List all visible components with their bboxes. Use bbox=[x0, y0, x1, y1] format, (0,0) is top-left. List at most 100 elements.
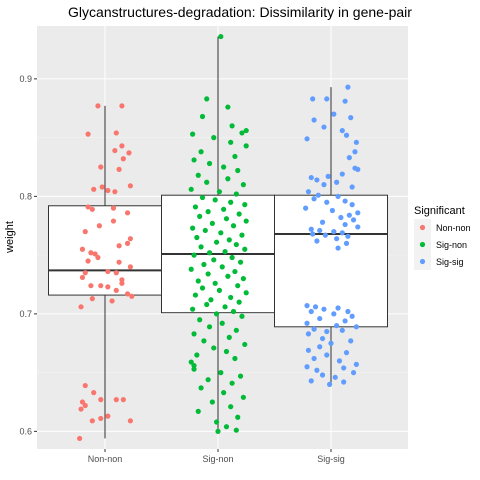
data-point bbox=[342, 98, 348, 104]
data-point bbox=[223, 348, 230, 355]
data-point bbox=[78, 406, 84, 412]
data-point bbox=[105, 187, 111, 194]
data-point bbox=[314, 238, 320, 244]
data-point bbox=[204, 96, 210, 102]
data-point bbox=[232, 355, 238, 362]
data-point bbox=[208, 297, 214, 303]
data-point bbox=[89, 296, 95, 302]
data-point bbox=[230, 308, 237, 315]
data-point bbox=[194, 234, 200, 241]
data-point bbox=[78, 304, 84, 310]
data-point bbox=[343, 350, 350, 356]
data-point bbox=[89, 206, 95, 212]
data-point bbox=[240, 276, 246, 282]
data-point bbox=[334, 179, 340, 185]
data-point bbox=[335, 245, 341, 251]
data-point bbox=[194, 352, 200, 358]
data-point bbox=[339, 327, 345, 333]
data-point bbox=[191, 252, 197, 258]
boxplot-sig-sig bbox=[274, 87, 388, 385]
data-point bbox=[335, 193, 341, 199]
y-tick-label: 0.7 bbox=[19, 309, 32, 319]
data-point bbox=[211, 345, 217, 351]
data-point bbox=[195, 278, 201, 284]
data-point bbox=[88, 283, 94, 289]
data-point bbox=[216, 189, 223, 195]
data-point bbox=[89, 418, 95, 424]
data-point bbox=[228, 404, 234, 410]
data-point bbox=[204, 301, 210, 308]
data-point bbox=[322, 232, 328, 238]
data-point bbox=[233, 191, 239, 197]
data-point bbox=[116, 259, 122, 265]
data-point bbox=[235, 414, 241, 420]
data-point bbox=[205, 209, 211, 215]
data-point bbox=[226, 334, 232, 340]
data-point bbox=[229, 254, 235, 261]
data-point bbox=[82, 402, 88, 409]
data-point bbox=[303, 205, 309, 211]
data-point bbox=[243, 218, 249, 224]
data-point bbox=[239, 130, 245, 136]
data-point bbox=[349, 313, 355, 319]
data-point bbox=[345, 308, 351, 315]
data-point bbox=[110, 218, 117, 224]
data-point bbox=[342, 318, 348, 324]
data-point bbox=[319, 335, 326, 342]
data-point bbox=[321, 182, 327, 188]
data-point bbox=[213, 419, 220, 425]
data-point bbox=[126, 150, 132, 156]
data-point bbox=[219, 264, 225, 270]
data-point bbox=[233, 427, 239, 433]
data-point bbox=[326, 381, 333, 387]
data-point bbox=[319, 372, 326, 378]
data-point bbox=[79, 274, 86, 281]
data-point bbox=[199, 285, 206, 291]
data-point bbox=[110, 205, 117, 211]
data-point bbox=[304, 303, 310, 309]
data-point bbox=[188, 266, 194, 272]
data-point bbox=[198, 149, 204, 155]
data-point bbox=[88, 250, 94, 256]
y-tick-label: 0.6 bbox=[19, 426, 32, 436]
data-point bbox=[201, 261, 207, 268]
data-point bbox=[324, 352, 330, 358]
data-point bbox=[315, 192, 321, 198]
data-point bbox=[195, 408, 201, 414]
data-point bbox=[346, 212, 352, 218]
data-point bbox=[353, 361, 359, 367]
data-point bbox=[188, 359, 194, 365]
data-point bbox=[206, 324, 213, 330]
data-point bbox=[113, 270, 119, 276]
y-axis-label: weight bbox=[4, 221, 16, 254]
data-point bbox=[235, 283, 241, 289]
data-point bbox=[304, 136, 310, 142]
data-point bbox=[230, 223, 237, 229]
data-point bbox=[331, 111, 337, 117]
data-point bbox=[198, 385, 204, 391]
data-point bbox=[232, 153, 238, 160]
data-point bbox=[223, 424, 230, 430]
data-point bbox=[350, 217, 357, 223]
data-point bbox=[228, 199, 234, 205]
legend-title: Significant bbox=[414, 205, 465, 217]
data-point bbox=[209, 399, 215, 405]
x-axis: Non-non Sig-non Sig-sig bbox=[88, 449, 345, 464]
data-point bbox=[120, 156, 126, 162]
data-point bbox=[211, 257, 217, 263]
data-point bbox=[332, 374, 338, 380]
data-point bbox=[336, 358, 343, 364]
data-point bbox=[346, 155, 352, 161]
data-point bbox=[321, 306, 327, 312]
data-point bbox=[311, 196, 317, 202]
data-point bbox=[124, 240, 131, 246]
data-point bbox=[201, 338, 207, 344]
data-point bbox=[218, 230, 224, 236]
data-point bbox=[310, 96, 316, 102]
chart-title: Glycanstructures-degradation: Dissimilar… bbox=[68, 4, 412, 20]
data-point bbox=[112, 189, 118, 195]
data-point bbox=[342, 198, 348, 204]
data-point bbox=[349, 184, 355, 190]
data-point bbox=[242, 202, 248, 208]
